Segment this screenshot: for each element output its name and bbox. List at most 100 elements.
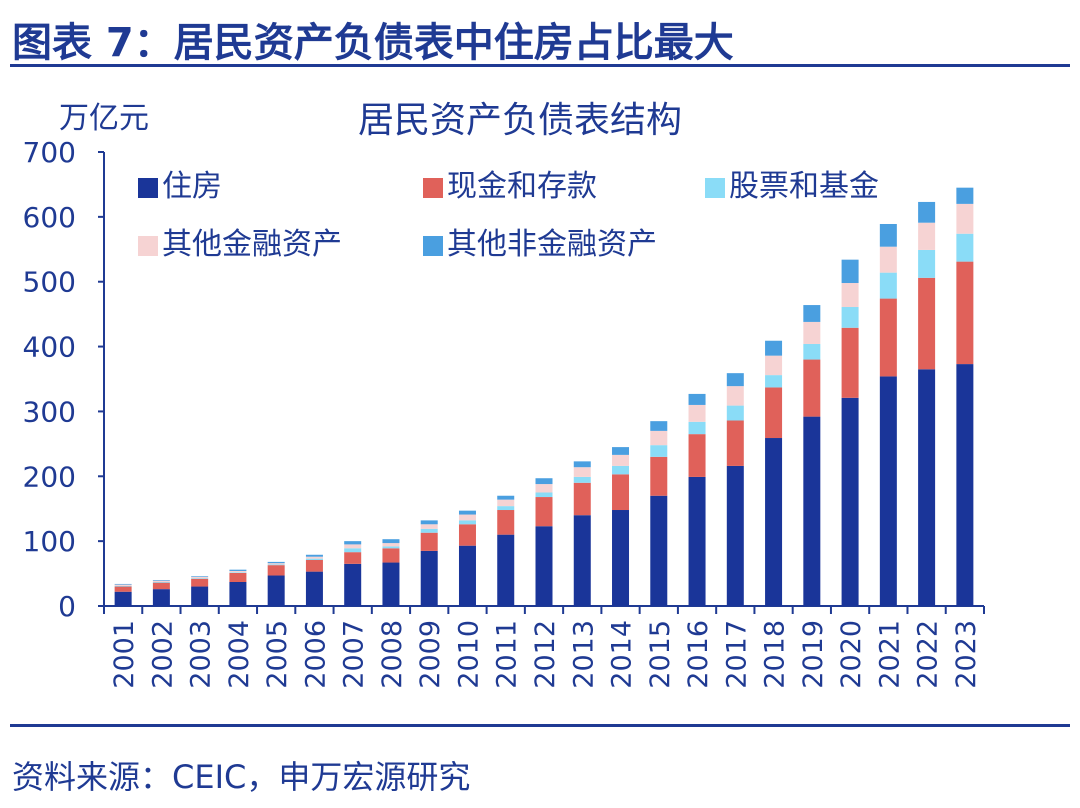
bar-segment [841, 327, 859, 398]
bar-segment [229, 582, 247, 606]
bar-segment [229, 572, 247, 583]
legend-label: 现金和存款 [447, 169, 597, 204]
x-tick-label: 2023 [951, 620, 982, 689]
bar-segment [573, 467, 591, 477]
bar-segment [114, 584, 132, 586]
bar-segment [267, 564, 285, 566]
bar-segment [879, 223, 897, 247]
bars [114, 187, 974, 606]
bar-segment [344, 552, 362, 564]
bar-segment [458, 545, 476, 606]
bar-segment [956, 261, 974, 365]
chart-title: 居民资产负债表结构 [358, 100, 682, 141]
bar-segment [688, 421, 706, 435]
x-tick-label: 2012 [530, 620, 561, 689]
bar-segment [573, 515, 591, 606]
bar-segment [305, 556, 323, 559]
bar-segment [458, 520, 476, 525]
title-divider [10, 64, 1070, 67]
bar-segment [344, 548, 362, 553]
bar-segment [726, 386, 744, 406]
x-tick-label: 2001 [109, 620, 140, 689]
y-tick-label: 100 [23, 525, 76, 558]
bar-segment [918, 277, 936, 370]
bar-segment [612, 465, 630, 475]
y-tick-label: 500 [23, 266, 76, 299]
bar-segment [726, 405, 744, 421]
x-tick-label: 2011 [492, 620, 523, 689]
bar-segment [803, 343, 821, 360]
bar-segment [535, 492, 553, 498]
bar-segment [612, 454, 630, 466]
bar-segment [726, 465, 744, 606]
bar-segment [152, 582, 170, 590]
bar-segment [688, 434, 706, 477]
bar-segment [573, 476, 591, 483]
bar-segment [803, 305, 821, 322]
bar-segment [918, 222, 936, 250]
x-tick-label: 2014 [607, 620, 638, 689]
x-tick-label: 2002 [147, 620, 178, 689]
bar-segment [765, 387, 783, 439]
bar-segment [612, 510, 630, 606]
bar-segment [535, 478, 553, 485]
bar-segment [152, 582, 170, 583]
bar-segment [650, 421, 668, 431]
bar-segment [879, 246, 897, 273]
bar-segment [305, 558, 323, 560]
x-tick-label: 2007 [339, 620, 370, 689]
bar-segment [650, 456, 668, 496]
bar-segment [650, 495, 668, 606]
bar-segment [497, 499, 515, 507]
bar-segment [420, 532, 438, 551]
bar-segment [191, 578, 209, 587]
legend-label: 其他金融资产 [162, 227, 342, 262]
bar-segment [305, 571, 323, 606]
bar-segment [535, 497, 553, 527]
bar-segment [573, 461, 591, 468]
bar-segment [688, 393, 706, 405]
x-tick-label: 2018 [760, 620, 791, 689]
bar-segment [229, 569, 247, 571]
legend-label: 其他非金融资产 [447, 227, 657, 262]
bar-segment [114, 591, 132, 606]
x-tick-label: 2019 [798, 620, 829, 689]
bar-segment [803, 321, 821, 344]
bar-segment [497, 510, 515, 535]
bar-segment [918, 249, 936, 278]
bar-segment [879, 272, 897, 299]
y-tick-label: 600 [23, 201, 76, 234]
bar-segment [765, 340, 783, 356]
bar-segment [879, 298, 897, 377]
bar-segment [458, 524, 476, 546]
x-tick-label: 2021 [874, 620, 905, 689]
bar-segment [841, 259, 859, 284]
legend-label: 股票和基金 [729, 169, 879, 204]
bar-segment [344, 563, 362, 606]
y-tick-label: 0 [58, 590, 76, 623]
x-tick-label: 2022 [913, 620, 944, 689]
bar-segment [344, 541, 362, 545]
bar-segment [650, 445, 668, 457]
stacked-bar-chart: 居民资产负债表结构 万亿元 0 100 200 300 400 500 600 700 200… [23, 100, 985, 689]
bar-segment [841, 307, 859, 328]
bar-segment [956, 233, 974, 262]
bar-segment [497, 506, 515, 511]
bar-segment [305, 559, 323, 572]
legend-swatch [705, 178, 725, 198]
bar-segment [765, 355, 783, 376]
bar-segment [688, 476, 706, 606]
x-tick-label: 2004 [224, 620, 255, 689]
bar-segment [344, 544, 362, 549]
y-tick-label: 300 [23, 395, 76, 428]
bar-segment [267, 563, 285, 565]
x-tick-label: 2013 [568, 620, 599, 689]
y-tick-label: 400 [23, 331, 76, 364]
bar-segment [152, 580, 170, 583]
bar-segment [382, 543, 400, 547]
bar-segment [726, 420, 744, 466]
x-tick-label: 2017 [721, 620, 752, 689]
bar-segment [956, 187, 974, 204]
bar-segment [841, 397, 859, 606]
